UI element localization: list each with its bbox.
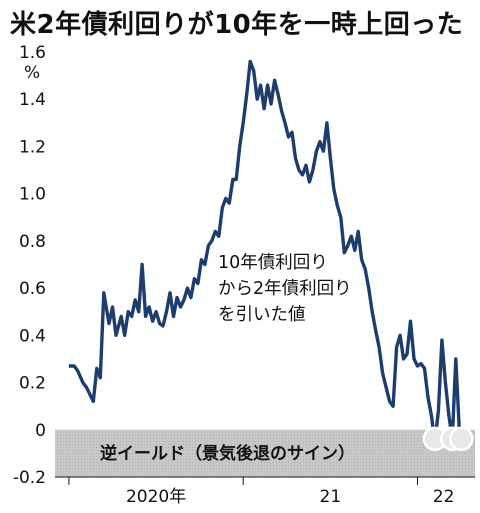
y-tick-label: 0.6 xyxy=(19,279,46,299)
y-tick-label: 1.2 xyxy=(19,137,46,157)
y-tick-label: 1.4 xyxy=(19,90,46,110)
inversion-band xyxy=(55,429,475,477)
y-tick-label: 0.4 xyxy=(19,326,46,346)
y-tick-label: 0.2 xyxy=(19,374,46,394)
annotation-line-2: から2年債利回り xyxy=(218,279,352,299)
inversion-markers xyxy=(422,426,474,452)
y-tick-label: 0 xyxy=(35,421,46,441)
y-axis-unit: % xyxy=(24,63,40,83)
x-tick-label: 2020年 xyxy=(126,487,186,507)
chart-title: 米2年債利回りが10年を一時上回った xyxy=(10,10,464,40)
yield-spread-line xyxy=(68,59,461,444)
annotation-line-3: を引いた値 xyxy=(218,305,306,325)
inversion-label: 逆イールド（景気後退のサイン） xyxy=(100,443,355,464)
y-tick-label: 1.0 xyxy=(19,185,46,205)
y-tick-label: 0.8 xyxy=(19,232,46,252)
y-axis-ticks: -0.2 0 0.2 0.4 0.6 0.8 1.0 1.2 1.4 1.6 xyxy=(13,43,46,488)
x-tick-label: 21 xyxy=(320,487,342,507)
inversion-marker xyxy=(449,426,474,452)
y-tick-label: -0.2 xyxy=(13,468,46,488)
x-axis-ticks: 2020年 21 22 xyxy=(68,477,455,507)
annotation-line-1: 10年債利回り xyxy=(218,253,328,273)
x-tick-label: 22 xyxy=(433,487,455,507)
y-tick-label: 1.6 xyxy=(19,43,46,63)
